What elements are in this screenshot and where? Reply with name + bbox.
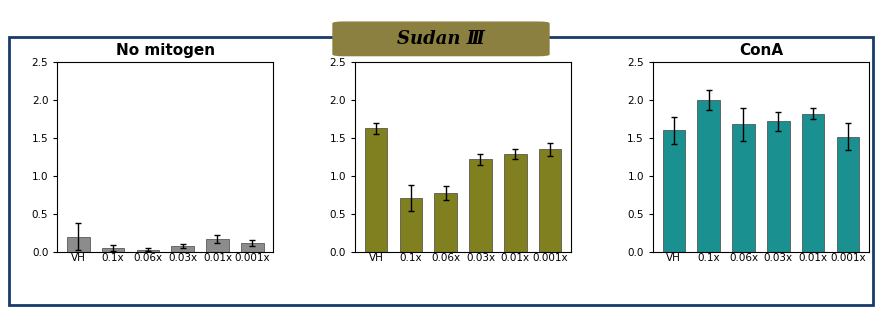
Bar bbox=[504, 154, 527, 252]
Bar bbox=[836, 137, 859, 252]
FancyBboxPatch shape bbox=[333, 21, 549, 56]
Bar bbox=[67, 237, 90, 252]
Bar bbox=[469, 159, 492, 252]
Bar bbox=[137, 250, 159, 252]
Bar bbox=[662, 131, 685, 252]
Title: No mitogen: No mitogen bbox=[116, 43, 215, 58]
Bar bbox=[206, 239, 228, 252]
Bar bbox=[434, 193, 457, 252]
Bar bbox=[241, 243, 264, 252]
Bar bbox=[732, 124, 755, 252]
Bar bbox=[698, 100, 720, 252]
Text: Sudan Ⅲ: Sudan Ⅲ bbox=[397, 30, 485, 48]
Bar bbox=[802, 114, 825, 252]
Bar bbox=[171, 246, 194, 252]
Title: ConA: ConA bbox=[739, 43, 783, 58]
Bar bbox=[539, 150, 561, 252]
Bar bbox=[400, 198, 422, 252]
Bar bbox=[365, 128, 387, 252]
Bar bbox=[101, 248, 124, 252]
Bar bbox=[767, 121, 789, 252]
Title: LPS: LPS bbox=[447, 43, 479, 58]
